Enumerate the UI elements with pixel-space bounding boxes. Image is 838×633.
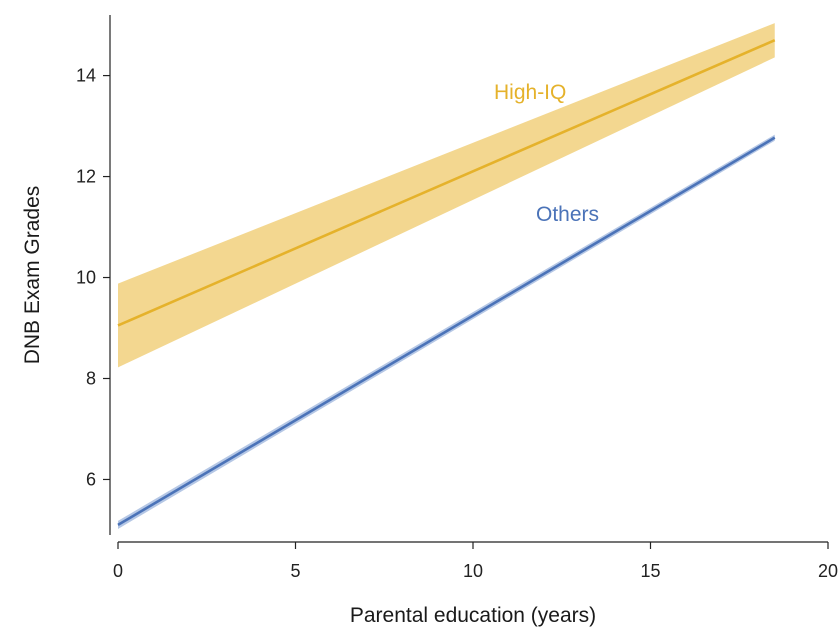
y-tick-label: 10 xyxy=(76,268,96,288)
x-axis-title: Parental education (years) xyxy=(350,604,596,627)
x-tick-label: 5 xyxy=(290,561,300,581)
axes: 6 8 10 12 14 0 5 10 15 20 xyxy=(76,15,838,581)
ci-bands xyxy=(118,23,775,529)
series-label-others: Others xyxy=(536,203,599,226)
high-iq-line xyxy=(117,39,776,327)
series-label-high-iq: High-IQ xyxy=(494,81,566,104)
y-axis-title: DNB Exam Grades xyxy=(21,186,44,365)
x-tick-label: 0 xyxy=(113,561,123,581)
y-tick-label: 12 xyxy=(76,167,96,187)
x-tick-label: 15 xyxy=(640,561,660,581)
series-lines xyxy=(117,39,776,527)
y-tick-label: 8 xyxy=(86,368,96,388)
y-tick-label: 14 xyxy=(76,66,96,86)
y-ticks: 6 8 10 12 14 xyxy=(76,66,110,489)
x-ticks: 0 5 10 15 20 xyxy=(113,542,838,581)
high-iq-confidence-band xyxy=(118,23,775,368)
x-tick-label: 10 xyxy=(463,561,483,581)
y-tick-label: 6 xyxy=(86,469,96,489)
others-line xyxy=(117,136,776,527)
x-tick-label: 20 xyxy=(818,561,838,581)
